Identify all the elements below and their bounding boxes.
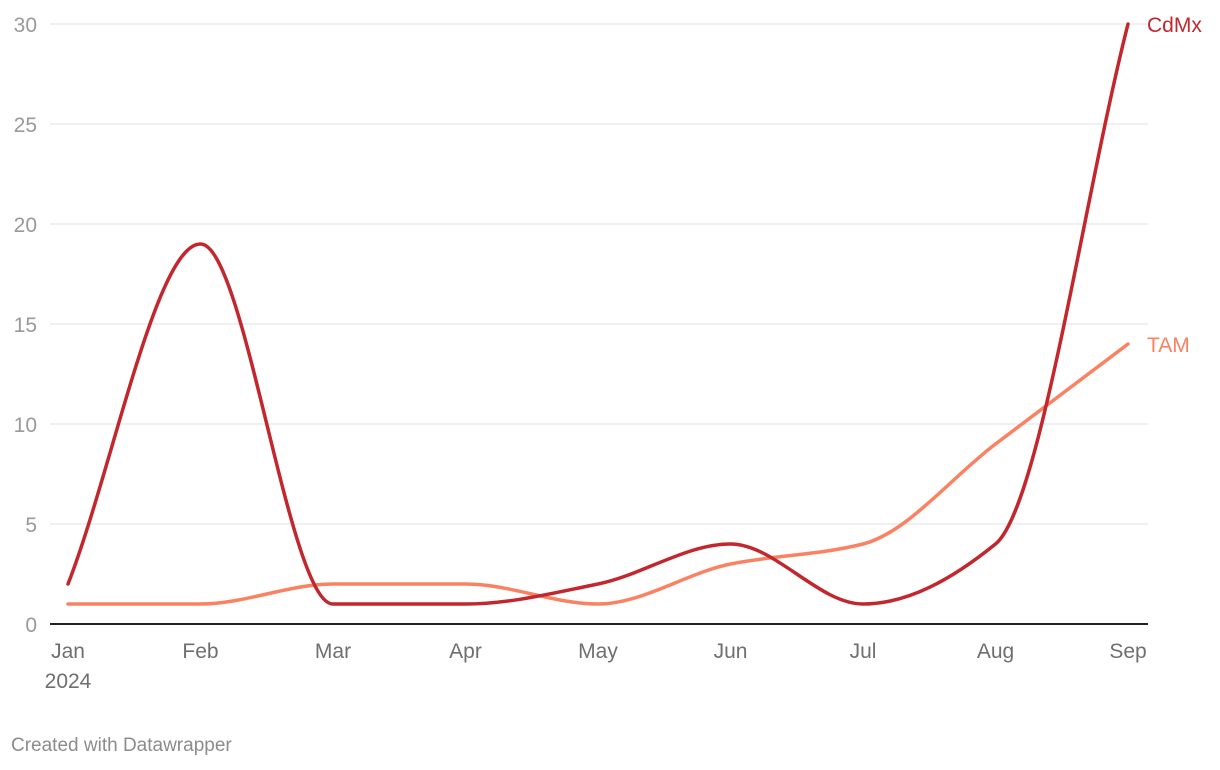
line-chart: 0 5 10 15 20 25 30 Jan Feb Mar Apr May Jun Jul Aug Sep…	[14, 14, 1203, 693]
y-tick-label: 30	[14, 14, 37, 37]
y-tick-label: 0	[25, 614, 37, 637]
series-label-tam: TAM	[1147, 334, 1190, 357]
x-tick-label: May	[578, 640, 618, 663]
x-tick-label: Feb	[182, 640, 218, 663]
x-tick-label: Jun	[714, 640, 748, 663]
y-axis-ticks: 0 5 10 15 20 25 30	[14, 14, 37, 637]
series-labels: TAM CdMx	[1147, 14, 1202, 357]
y-tick-label: 10	[14, 414, 37, 437]
series-label-cdmx: CdMx	[1147, 14, 1202, 37]
x-tick-label: Apr	[449, 640, 482, 663]
x-axis-ticks: Jan Feb Mar Apr May Jun Jul Aug Sep	[51, 640, 1147, 663]
series-line-cdmx	[66, 22, 1130, 606]
gridlines	[50, 23, 1148, 625]
x-axis-year-label: 2024	[45, 670, 92, 693]
series-line-tam	[66, 342, 1130, 606]
credit-text: Created with Datawrapper	[11, 735, 232, 756]
x-tick-label: Sep	[1109, 640, 1146, 663]
y-tick-label: 20	[14, 214, 37, 237]
y-tick-label: 25	[14, 114, 37, 137]
series-lines	[66, 22, 1130, 606]
x-tick-label: Mar	[315, 640, 351, 663]
x-tick-label: Aug	[977, 640, 1014, 663]
x-tick-label: Jan	[51, 640, 85, 663]
y-tick-label: 15	[14, 314, 37, 337]
y-tick-label: 5	[25, 514, 37, 537]
x-tick-label: Jul	[850, 640, 877, 663]
